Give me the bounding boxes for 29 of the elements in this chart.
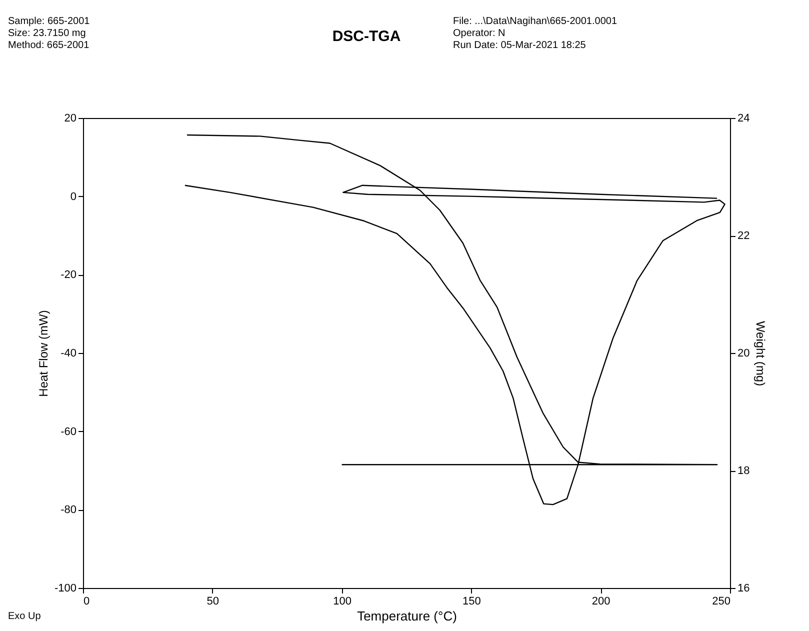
text: Sample: 665-2001: [8, 16, 90, 27]
text: Operator: N: [453, 28, 506, 39]
x-tick-label: 150: [462, 596, 481, 608]
text: File: ...\Data\Nagihan\665-2001.0001: [453, 16, 618, 27]
text: Run Date: 05-Mar-2021 18:25: [453, 40, 586, 51]
text: Size: 23.7150 mg: [8, 28, 86, 39]
text: Method: 665-2001: [8, 40, 90, 51]
y2-tick-label: 22: [738, 230, 750, 242]
x-tick-label: 200: [592, 596, 610, 608]
y-tick-label: 0: [70, 190, 76, 203]
y-tick-label: 20: [64, 112, 76, 124]
text: Exo Up: [8, 611, 42, 622]
y-tick-label: -100: [54, 582, 76, 594]
y-tick-label: -40: [60, 348, 76, 360]
x-axis-title: Temperature (°C): [357, 608, 457, 624]
y-tick-label: -60: [60, 426, 76, 438]
x-tick-label: 100: [333, 596, 352, 608]
y2-tick-label: 16: [738, 582, 750, 594]
y2-tick-label: 24: [738, 112, 750, 124]
y2-tick-label: 18: [738, 465, 750, 477]
x-tick-label: 0: [84, 596, 90, 608]
x-tick-label: 50: [206, 596, 220, 608]
chart-title: DSC-TGA: [332, 28, 401, 45]
y-axis-title: Heat Flow (mW): [36, 310, 50, 397]
y2-tick-label: 20: [738, 348, 750, 360]
y-tick-label: -20: [60, 269, 76, 282]
x-tick-label: 250: [712, 596, 730, 608]
y2-axis-title: Weight (mg): [754, 320, 768, 386]
y-tick-label: -80: [60, 504, 76, 516]
